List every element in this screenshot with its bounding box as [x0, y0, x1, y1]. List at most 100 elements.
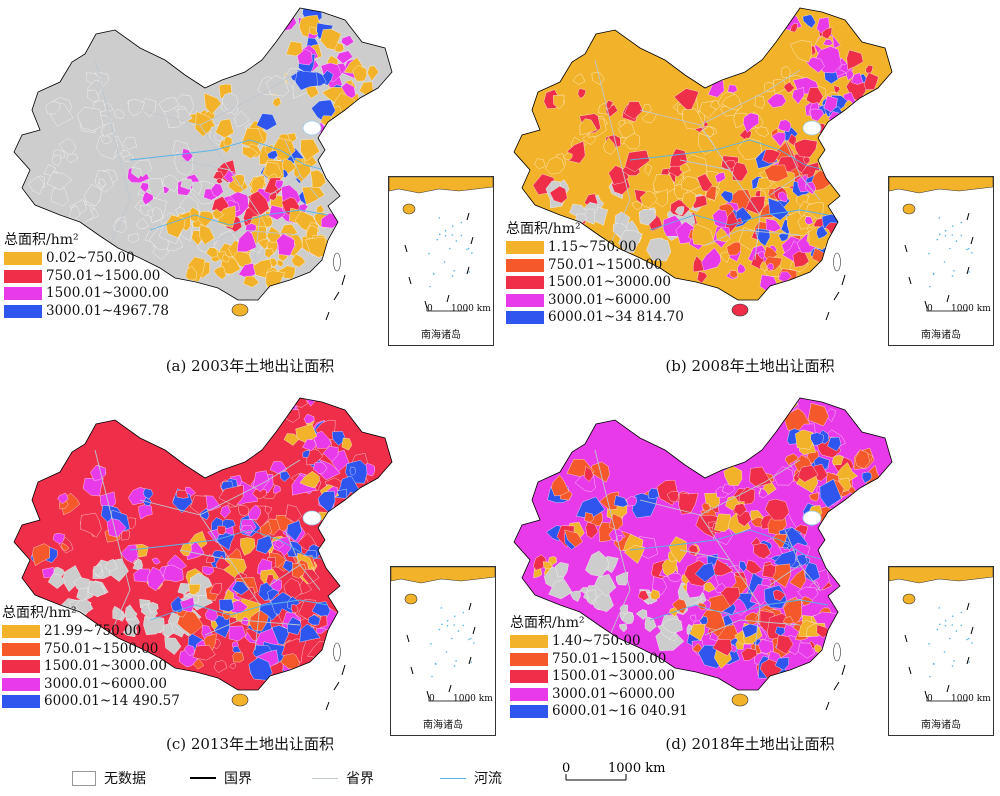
county-patch	[758, 488, 769, 499]
county-patch	[276, 233, 295, 256]
county-patch	[823, 95, 838, 113]
county-patch	[618, 230, 643, 253]
county-patch	[28, 175, 44, 195]
county-patch	[180, 178, 194, 190]
county-patch	[242, 146, 259, 160]
china-choropleth-map	[513, 397, 893, 711]
legend-row: 3000.01~6000.00	[510, 686, 688, 704]
inset-nine-dash-line	[466, 266, 470, 275]
county-patch	[707, 79, 725, 98]
legend-label: 1500.01~3000.00	[552, 668, 675, 684]
county-patch	[809, 108, 825, 122]
inset-island-dot	[446, 619, 449, 622]
county-patch	[572, 73, 586, 85]
scale-bar: 0 1000 km	[556, 762, 686, 790]
county-patch	[609, 513, 624, 531]
county-patch	[231, 580, 250, 596]
county-patch	[618, 623, 628, 633]
county-patch	[626, 496, 638, 507]
county-patch	[754, 95, 765, 109]
legend-label: 1500.01~3000.00	[46, 285, 169, 301]
hainan-island	[731, 693, 749, 707]
county-patch	[264, 505, 272, 515]
county-patch	[696, 270, 708, 284]
inset-island-dot	[460, 221, 463, 224]
inset-nine-dash-line	[904, 244, 908, 253]
county-patch	[790, 23, 798, 33]
inset-island-dot	[968, 661, 971, 663]
china-choropleth-map	[13, 7, 393, 321]
county-patch	[45, 101, 61, 115]
county-patch	[112, 605, 124, 621]
legend-swatch	[2, 695, 40, 709]
panel-caption: (c) 2013年土地出让面积	[165, 735, 335, 753]
county-patch	[679, 163, 691, 173]
county-patch	[179, 543, 192, 557]
county-patch	[846, 49, 864, 70]
inset-island-dot	[944, 229, 947, 232]
county-patch	[304, 86, 320, 99]
legend: 总面积/hm² 1.15~750.00 750.01~1500.00 1500.…	[506, 222, 684, 327]
inset-scale-end: 1000 km	[951, 304, 991, 314]
inset-island-dot	[453, 624, 456, 626]
maritime-boundary-dashes	[325, 274, 346, 321]
inset-island-dot	[936, 628, 939, 631]
inset-nine-dash-line	[468, 656, 472, 665]
inset-island-dot	[440, 607, 443, 609]
map-panel-2013: 总面积/hm² 21.99~750.00 750.01~1500.00 1500…	[0, 390, 500, 778]
legend-label: 6000.01~16 040.91	[552, 703, 688, 719]
county-patch	[121, 530, 130, 541]
inset-island-dot	[943, 261, 946, 263]
provincial-border	[594, 449, 631, 636]
inset-nine-dash-line	[424, 300, 428, 309]
county-patch	[267, 150, 279, 160]
inset-island-dot	[951, 225, 954, 227]
hainan-island	[231, 693, 249, 707]
inset-nine-dash-line	[924, 690, 928, 699]
county-patch	[753, 543, 772, 559]
county-patch	[222, 519, 236, 529]
inset-nine-dash-line	[970, 236, 974, 245]
legend-swatch	[2, 642, 40, 656]
county-patch	[51, 154, 62, 166]
county-patch	[194, 111, 216, 137]
county-patch	[667, 572, 683, 583]
county-patch	[213, 660, 228, 674]
inset-island-dot	[951, 234, 954, 236]
inset-island-dot	[466, 248, 468, 251]
no-data-swatch	[72, 770, 96, 786]
legend-swatch	[510, 635, 548, 649]
county-patch	[46, 172, 73, 191]
inset-island-dot	[968, 271, 971, 273]
legend: 总面积/hm² 0.02~750.00 750.01~1500.00 1500.…	[4, 233, 169, 320]
legend-national-border: 国界	[190, 768, 252, 788]
inset-island-dot	[951, 624, 954, 626]
county-patch	[273, 484, 281, 494]
inset-nine-dash-line	[408, 276, 412, 285]
inset-nine-dash-line	[946, 684, 950, 693]
inset-scale-bar	[428, 697, 470, 702]
legend-label: 21.99~750.00	[44, 623, 142, 639]
inset-island-dot	[451, 234, 454, 236]
legend-swatch	[506, 276, 544, 290]
county-patch	[744, 612, 760, 626]
provincial-border	[204, 619, 301, 636]
county-patch	[142, 191, 154, 206]
taiwan-island	[333, 642, 341, 662]
county-patch	[60, 542, 70, 552]
county-patch	[668, 536, 688, 564]
county-patch	[854, 449, 871, 469]
inset-map	[391, 567, 495, 702]
china-choropleth-map	[513, 7, 893, 321]
county-patch	[635, 609, 648, 621]
county-patch	[701, 126, 715, 138]
map-symbol-legend: 无数据 国界 省界 河流 0 1000 km	[0, 760, 1000, 796]
county-patch	[260, 520, 272, 538]
provincial-border	[704, 229, 801, 246]
county-patch	[297, 48, 313, 66]
county-patch	[248, 657, 273, 681]
county-patch	[621, 611, 634, 625]
provincial-border	[229, 559, 261, 651]
inset-island-dot	[451, 225, 454, 227]
county-patch	[232, 651, 244, 663]
